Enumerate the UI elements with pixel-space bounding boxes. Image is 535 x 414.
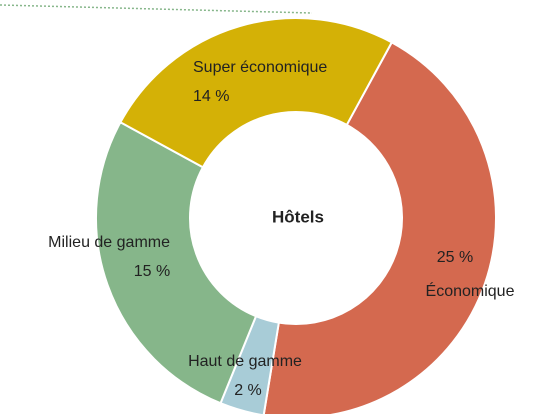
slice xyxy=(95,120,258,405)
slice-label: Super économique xyxy=(193,59,327,76)
connector-line xyxy=(0,4,313,14)
value-label: 25 % xyxy=(437,249,473,266)
slice-label: Économique xyxy=(426,281,515,300)
slice xyxy=(119,17,394,169)
slice-label: Haut de gamme xyxy=(188,353,302,370)
center-label: Hôtels xyxy=(272,207,324,226)
slices xyxy=(95,17,497,414)
value-label: 15 % xyxy=(134,263,170,280)
slice-label: Milieu de gamme xyxy=(48,234,170,251)
value-label: 14 % xyxy=(193,88,229,105)
value-label: 2 % xyxy=(234,382,262,399)
slice xyxy=(262,41,497,414)
